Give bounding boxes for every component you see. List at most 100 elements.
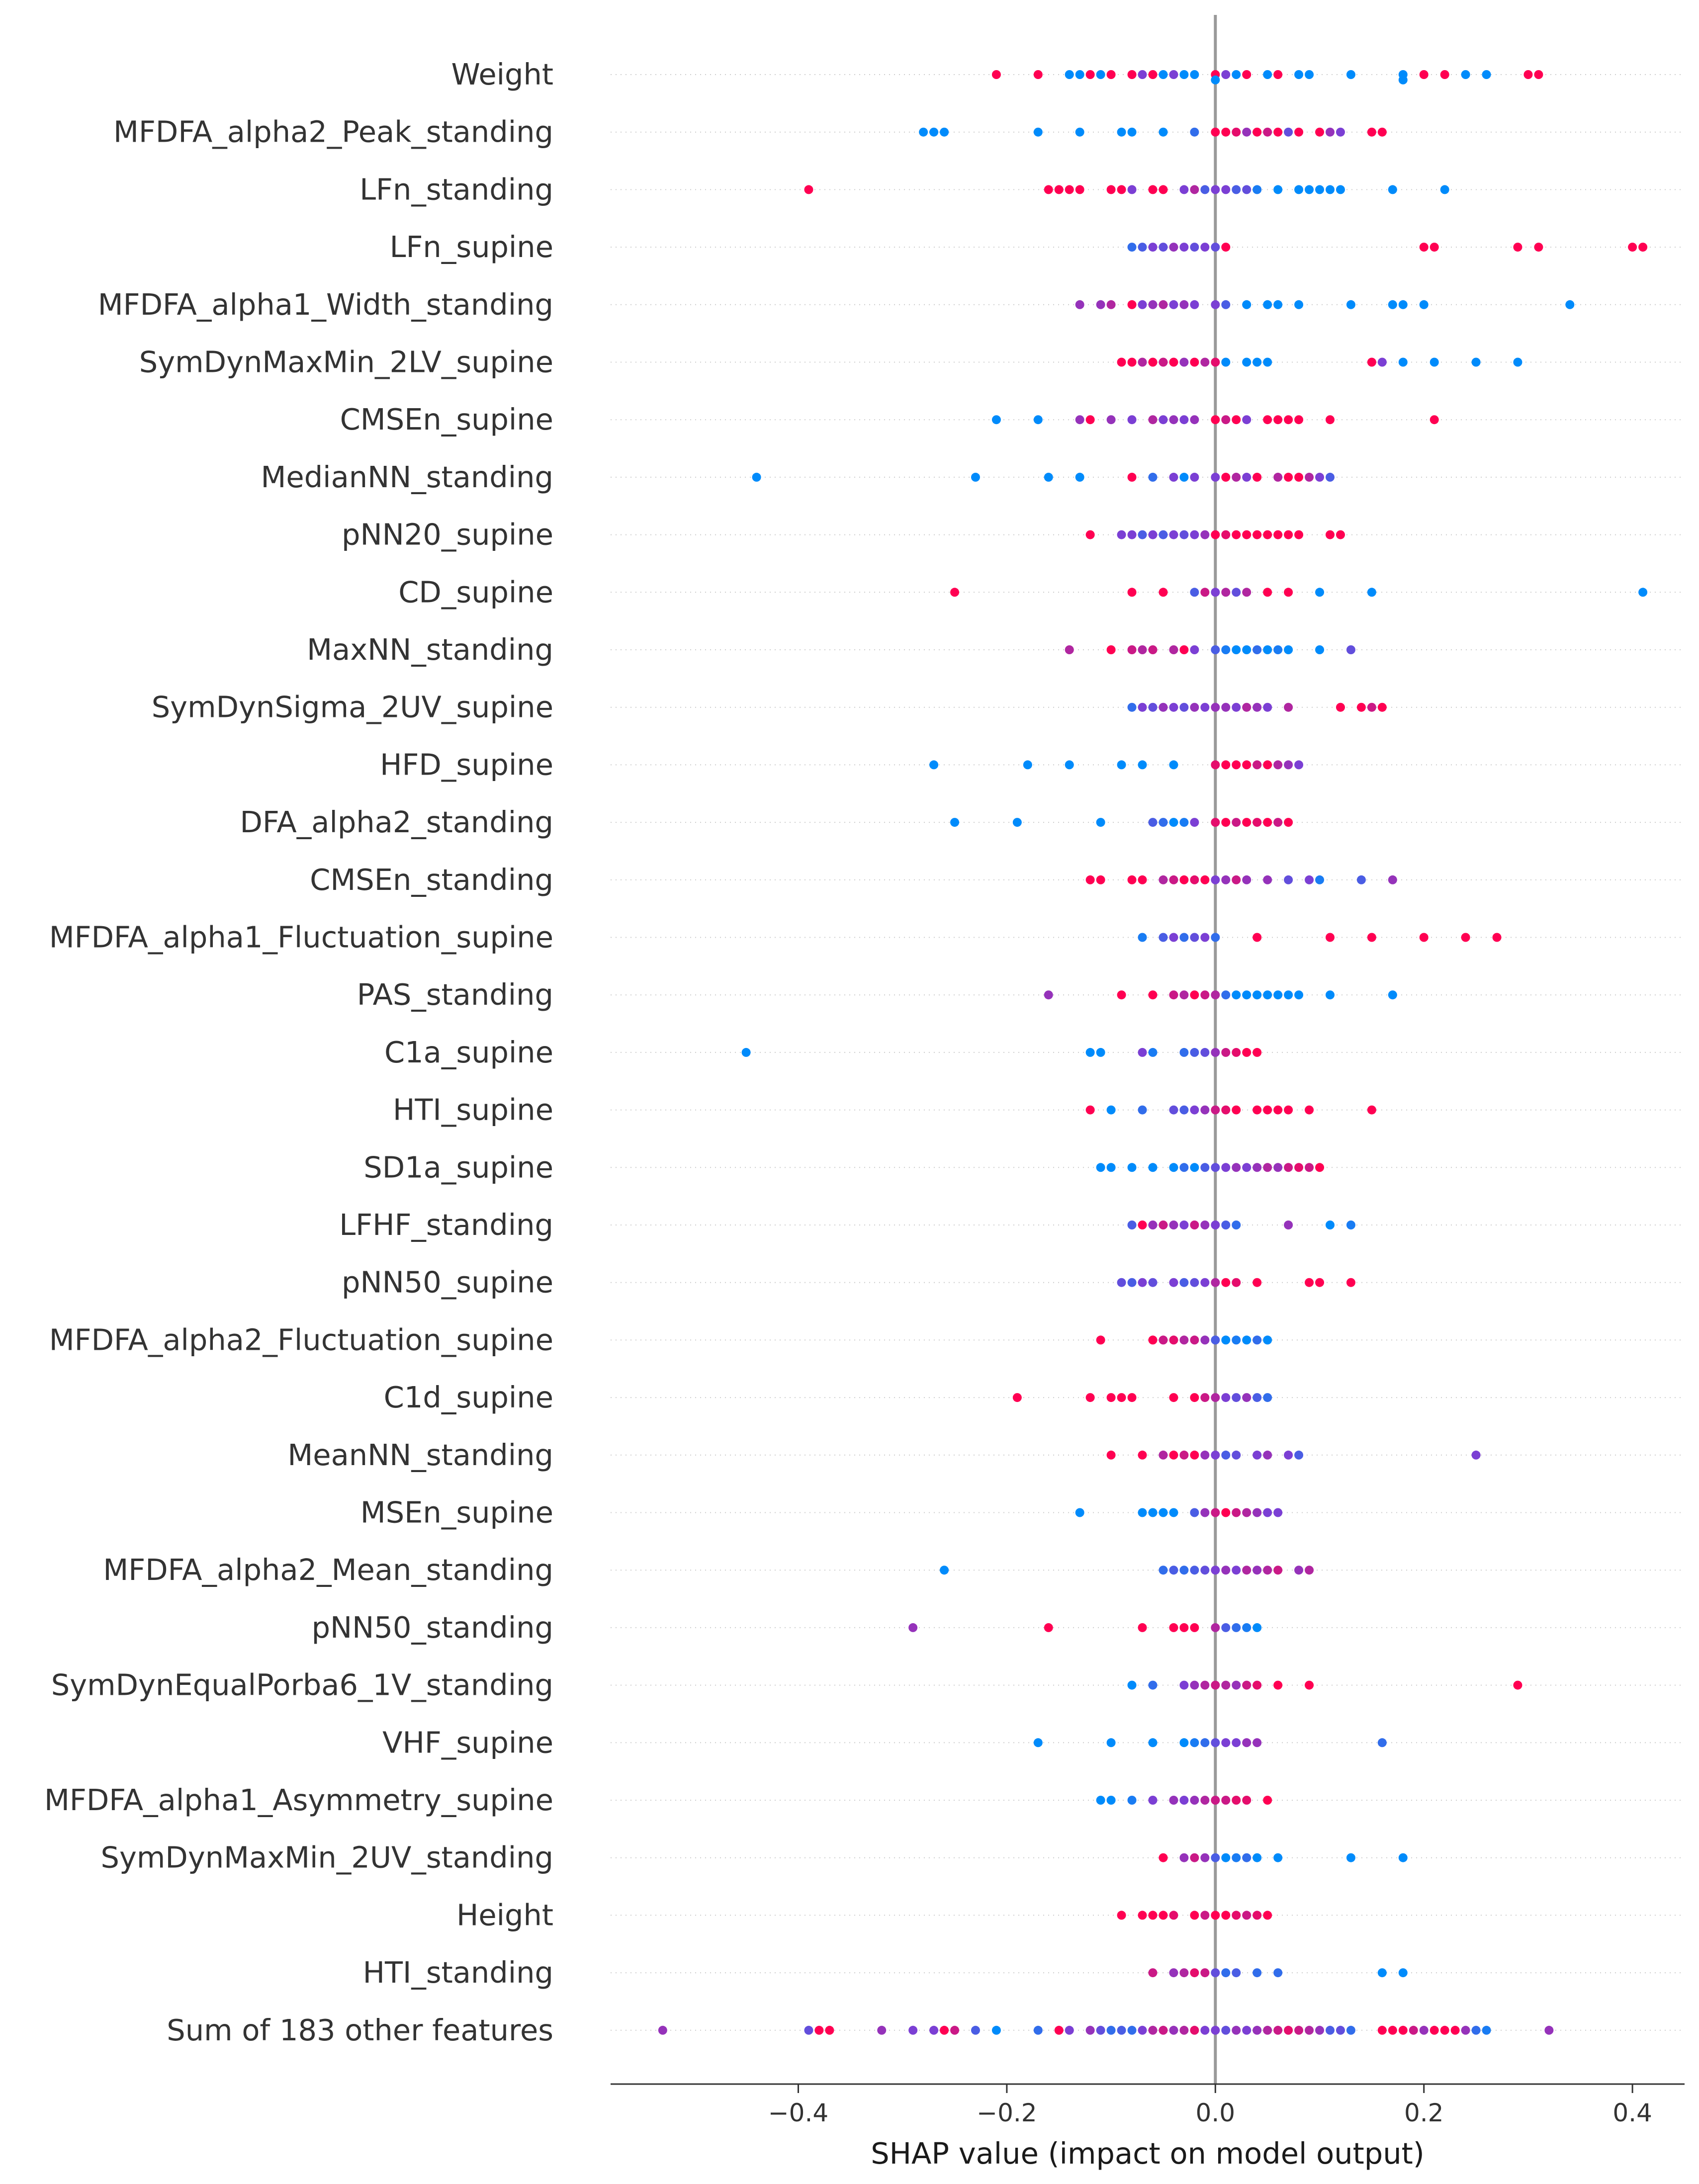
shap-point: [1117, 530, 1126, 539]
shap-point: [1211, 1796, 1220, 1805]
shap-point: [1523, 70, 1533, 79]
shap-point: [1273, 1853, 1283, 1862]
shap-point: [1169, 530, 1178, 539]
shap-point: [1159, 702, 1168, 712]
shap-point: [1346, 1853, 1355, 1862]
shap-point: [1305, 70, 1314, 79]
shap-point: [1148, 1221, 1158, 1229]
shap-point: [1252, 933, 1262, 942]
shap-point: [1106, 645, 1116, 654]
shap-point: [1075, 300, 1084, 309]
shap-point: [1169, 357, 1178, 367]
shap-point: [1252, 1911, 1262, 1920]
shap-point: [1179, 300, 1189, 309]
shap-point: [1148, 357, 1158, 367]
shap-point: [1211, 760, 1220, 770]
shap-point: [1012, 818, 1022, 827]
shap-point: [1044, 990, 1053, 1000]
shap-point: [1232, 1278, 1241, 1287]
row-guide-lines: [611, 74, 1685, 2031]
shap-point: [1190, 185, 1199, 194]
shap-point: [1273, 185, 1283, 194]
shap-point: [1471, 2025, 1481, 2035]
shap-point: [1252, 1566, 1262, 1575]
shap-point: [1232, 1796, 1241, 1805]
shap-point: [1346, 70, 1355, 79]
shap-point: [1221, 70, 1231, 79]
shap-point: [1377, 357, 1387, 367]
shap-point: [1148, 818, 1158, 827]
shap-point: [1273, 300, 1283, 309]
shap-point: [1179, 933, 1189, 942]
shap-point: [1232, 990, 1241, 1000]
shap-point: [1211, 1335, 1220, 1345]
shap-point: [1179, 2025, 1189, 2035]
shap-point: [1377, 702, 1387, 712]
shap-point: [1169, 1335, 1178, 1345]
shap-point: [1127, 185, 1137, 194]
shap-point: [1085, 1105, 1095, 1115]
shap-point: [1252, 818, 1262, 827]
feature-label: MeanNN_standing: [287, 1438, 553, 1472]
shap-point: [1169, 1393, 1178, 1402]
shap-point: [1106, 1450, 1116, 1460]
x-tick-label: 0.0: [1196, 2098, 1236, 2127]
shap-points: [658, 70, 1648, 2035]
shap-point: [1315, 127, 1325, 137]
shap-point: [1336, 127, 1345, 137]
shap-point: [1200, 990, 1210, 1000]
shap-point: [1242, 1623, 1252, 1632]
shap-point: [940, 2025, 949, 2035]
shap-point: [1221, 1335, 1231, 1345]
shap-point: [1127, 70, 1137, 79]
shap-point: [1179, 875, 1189, 884]
shap-point: [1159, 2025, 1168, 2035]
shap-point: [1638, 588, 1648, 597]
shap-point: [1138, 1450, 1147, 1460]
shap-point: [1356, 702, 1366, 712]
shap-point: [1159, 1450, 1168, 1460]
shap-point: [1221, 415, 1231, 425]
shap-point: [1096, 300, 1105, 309]
shap-point: [1242, 1393, 1252, 1402]
shap-point: [1138, 933, 1147, 942]
shap-point: [1294, 127, 1304, 137]
shap-point: [1211, 933, 1220, 942]
shap-point: [1221, 1968, 1231, 1978]
shap-point: [1367, 588, 1376, 597]
shap-point: [1179, 357, 1189, 367]
shap-point: [1263, 70, 1272, 79]
shap-point: [1252, 1450, 1262, 1460]
shap-point: [1190, 127, 1199, 137]
shap-point: [1169, 243, 1178, 252]
shap-point: [1492, 933, 1502, 942]
shap-point: [1232, 1623, 1241, 1632]
shap-point: [752, 472, 761, 482]
shap-point: [1148, 1048, 1158, 1057]
shap-point: [1138, 1508, 1147, 1517]
shap-point: [1294, 1450, 1304, 1460]
shap-point: [1252, 1508, 1262, 1517]
shap-point: [1284, 702, 1293, 712]
feature-label: MFDFA_alpha1_Asymmetry_supine: [44, 1783, 553, 1817]
shap-point: [1200, 357, 1210, 367]
shap-point: [1346, 2025, 1355, 2035]
shap-point: [1169, 702, 1178, 712]
shap-point: [1169, 1508, 1178, 1517]
shap-point: [1127, 875, 1137, 884]
shap-point: [1200, 1048, 1210, 1057]
shap-point: [1200, 530, 1210, 539]
shap-point: [1221, 1048, 1231, 1057]
shap-point: [1211, 1393, 1220, 1402]
shap-point: [1200, 185, 1210, 194]
shap-point: [1190, 645, 1199, 654]
shap-point: [1159, 818, 1168, 827]
shap-point: [1211, 127, 1220, 137]
shap-point: [1232, 645, 1241, 654]
shap-point: [1273, 1680, 1283, 1690]
shap-point: [1409, 2025, 1418, 2035]
shap-point: [1179, 702, 1189, 712]
shap-point: [1179, 243, 1189, 252]
shap-point: [1211, 1278, 1220, 1287]
shap-point: [1419, 933, 1429, 942]
